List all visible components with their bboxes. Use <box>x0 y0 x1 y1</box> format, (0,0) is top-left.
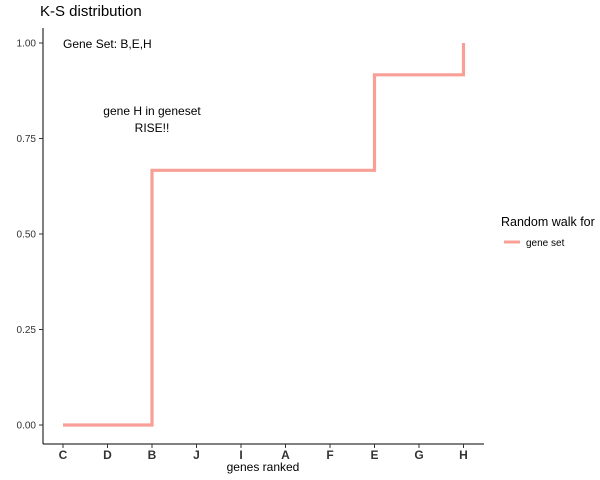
x-tick-label: A <box>281 448 290 462</box>
legend: Random walk for gene set <box>501 215 595 249</box>
x-tick-label: H <box>459 448 468 462</box>
x-tick-label: J <box>193 448 200 462</box>
y-tick-label: 0.75 <box>17 134 37 145</box>
x-tick-label: D <box>103 448 112 462</box>
chart-title: K-S distribution <box>40 3 142 20</box>
x-tick-label: B <box>148 448 157 462</box>
y-tick-label: 0.25 <box>17 325 37 336</box>
x-tick-label: E <box>370 448 378 462</box>
x-tick-label: F <box>326 448 333 462</box>
annotation-gene-set: Gene Set: B,E,H <box>63 37 152 51</box>
x-axis-title: genes ranked <box>227 460 300 474</box>
x-tick-label: I <box>239 448 242 462</box>
x-tick-label: C <box>59 448 68 462</box>
y-axis: 0.00 0.25 0.50 0.75 1.00 <box>17 28 44 444</box>
annotation-rise-line-2: RISE!! <box>135 121 170 135</box>
series-group <box>63 43 466 427</box>
legend-title: Random walk for <box>501 215 595 229</box>
annotation-rise-line-1: gene H in geneset <box>103 104 201 118</box>
series-line-gene-set <box>63 43 466 427</box>
legend-label-gene-set: gene set <box>526 238 565 249</box>
y-tick-label: 0.50 <box>17 230 37 241</box>
y-tick-label: 0.00 <box>17 421 37 432</box>
y-tick-label: 1.00 <box>17 39 37 50</box>
x-tick-label: G <box>414 448 423 462</box>
